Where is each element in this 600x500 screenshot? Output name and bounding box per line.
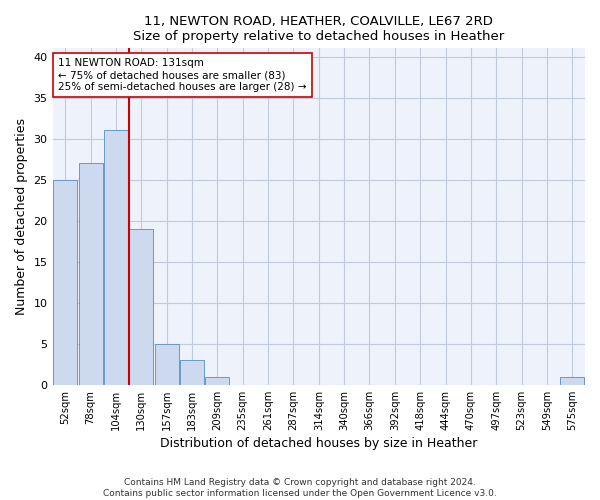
Text: 11 NEWTON ROAD: 131sqm
← 75% of detached houses are smaller (83)
25% of semi-det: 11 NEWTON ROAD: 131sqm ← 75% of detached… (58, 58, 307, 92)
Bar (53, 180, 77, 385)
Text: Contains HM Land Registry data © Crown copyright and database right 2024.
Contai: Contains HM Land Registry data © Crown c… (103, 478, 497, 498)
Title: 11, NEWTON ROAD, HEATHER, COALVILLE, LE67 2RD
Size of property relative to detac: 11, NEWTON ROAD, HEATHER, COALVILLE, LE6… (133, 15, 505, 43)
X-axis label: Distribution of detached houses by size in Heather: Distribution of detached houses by size … (160, 437, 478, 450)
Bar (129, 229, 154, 385)
Bar (79, 163, 103, 385)
Bar (180, 360, 204, 385)
Bar (155, 344, 179, 385)
Y-axis label: Number of detached properties: Number of detached properties (15, 118, 28, 315)
Bar (205, 376, 229, 385)
Bar (560, 376, 584, 385)
Bar (104, 130, 128, 385)
